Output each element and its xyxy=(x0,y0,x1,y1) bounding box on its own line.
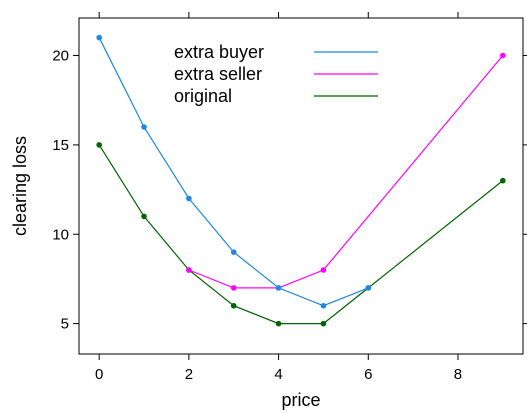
y-axis-title: clearing loss xyxy=(10,136,30,236)
y-tick-label: 20 xyxy=(52,48,69,65)
data-point xyxy=(186,195,192,202)
x-tick-label: 4 xyxy=(274,366,282,383)
series-extra-buyer xyxy=(96,34,372,309)
data-point xyxy=(96,34,102,41)
data-point xyxy=(230,249,237,255)
series-extra-seller xyxy=(186,52,506,291)
x-tick-label: 8 xyxy=(454,366,462,383)
data-point xyxy=(141,124,147,130)
y-tick-label: 10 xyxy=(52,226,69,243)
x-axis-title: price xyxy=(281,390,320,410)
data-point xyxy=(275,285,282,291)
data-point xyxy=(141,213,147,220)
x-tick-label: 2 xyxy=(185,366,193,383)
data-point xyxy=(230,285,237,291)
data-point xyxy=(320,302,327,309)
data-point xyxy=(96,142,102,148)
data-point xyxy=(320,320,327,327)
data-point xyxy=(186,267,192,273)
axes: 0 2 4 6 8 5 10 15 20 xyxy=(52,12,527,383)
series-lines xyxy=(96,34,506,327)
data-point xyxy=(230,302,237,309)
plot-frame xyxy=(78,17,524,355)
x-tick-label: 0 xyxy=(95,366,103,383)
series-original xyxy=(96,142,506,327)
legend-label: extra buyer xyxy=(174,42,264,62)
x-tick-label: 6 xyxy=(364,366,372,383)
data-point xyxy=(500,52,506,59)
data-point xyxy=(365,285,372,291)
data-point xyxy=(500,177,506,184)
series-line xyxy=(98,144,504,325)
data-point xyxy=(275,320,282,327)
y-tick-label: 5 xyxy=(61,316,69,333)
legend-label: original xyxy=(174,86,232,106)
legend-label: extra seller xyxy=(174,64,262,84)
data-point xyxy=(320,267,327,273)
y-tick-label: 15 xyxy=(52,137,69,154)
